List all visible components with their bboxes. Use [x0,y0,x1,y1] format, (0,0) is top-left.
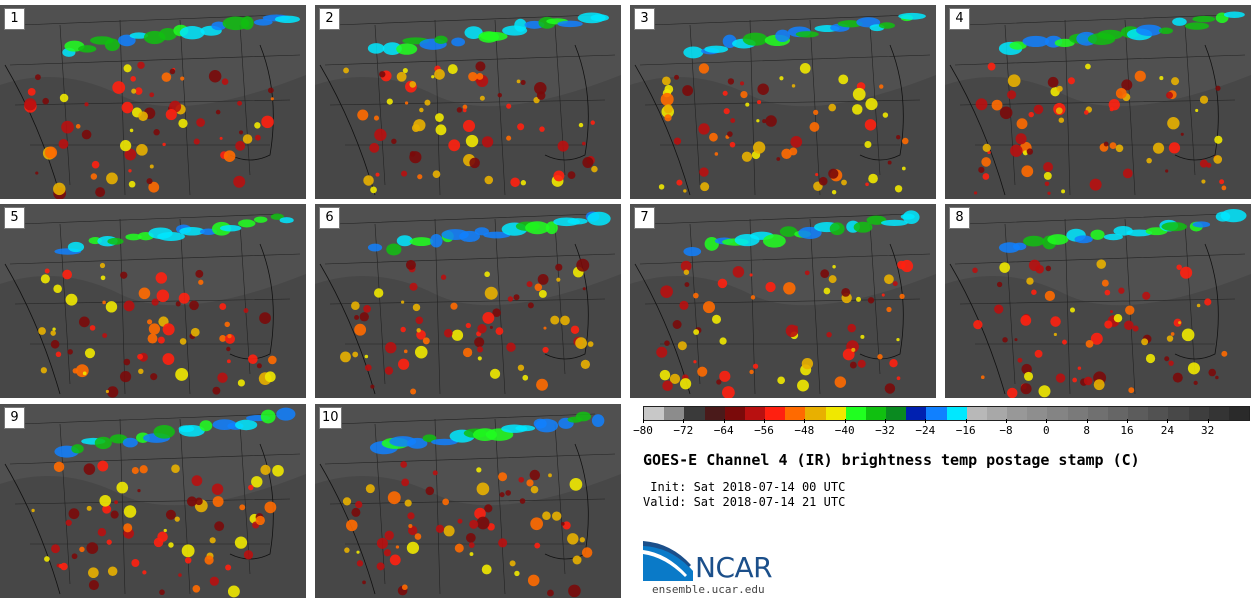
colorbar-tick-label: −16 [955,424,976,437]
colorbar-swatch [785,407,806,420]
colorbar-tick-label: −8 [999,424,1013,437]
colorbar-tick-mark [1006,419,1007,423]
map-panel: 6 [315,204,621,398]
colorbar-swatch [966,407,987,420]
colorbar-ticks: −80 −72 −64 −56 −48 −40 −32 −24 −16 −8 0 8 16 24 32 [633,419,1248,440]
colorbar-swatch [684,407,705,420]
map-panel: 7 [630,204,936,398]
colorbar-tick-mark [643,419,644,423]
colorbar-swatch [644,407,665,420]
colorbar-swatch [805,407,826,420]
colorbar-tick-mark [1086,419,1088,423]
colorbar-swatch [1087,407,1108,420]
colorbar-swatch [1148,407,1169,420]
colorbar-swatch [845,407,866,420]
panel-label: 9 [4,407,25,429]
colorbar-swatch [724,407,745,420]
panel-label: 2 [319,8,340,30]
map-panel: 5 [0,204,306,398]
colorbar-tick-mark [683,419,685,423]
logo-text: NCAR [695,551,773,584]
panel-label: 1 [4,8,25,30]
colorbar-tick-mark [1046,419,1048,423]
colorbar-swatch [946,407,967,420]
colorbar-swatch [906,407,927,420]
colorbar-tick-mark [804,419,806,423]
colorbar-swatch [1208,407,1229,420]
colorbar-swatch [765,407,786,420]
colorbar-swatch [865,407,887,420]
colorbar-tick-mark [1207,419,1209,423]
map-panel: 8 [945,204,1251,398]
colorbar-tick-label: 24 [1160,424,1174,437]
colorbar-swatch [1107,407,1129,420]
ncar-logo-icon [643,541,793,583]
colorbar-swatch [1128,407,1149,420]
map-panel: 3 [630,5,936,199]
logo-url: ensemble.ucar.edu [652,583,765,596]
colorbar [643,406,1250,421]
colorbar-swatch [704,407,725,420]
colorbar-tick-label: −32 [875,424,895,437]
colorbar-tick-label: −56 [754,424,774,437]
panel-label: 6 [319,207,340,229]
colorbar-tick-label: −24 [915,424,936,437]
panel-label: 10 [319,407,342,429]
colorbar-tick-label: −80 [633,424,653,437]
colorbar-tick-mark [925,419,927,423]
colorbar-tick-mark [764,419,765,423]
panel-label: 3 [634,8,655,30]
colorbar-tick-mark [885,419,886,423]
init-time: Init: Sat 2018-07-14 00 UTC [643,480,846,494]
colorbar-swatch [1047,407,1068,420]
colorbar-tick-label: −48 [794,424,815,437]
colorbar-tick-mark [844,419,846,423]
panel-label: 7 [634,207,655,229]
valid-time: Valid: Sat 2018-07-14 21 UTC [643,495,846,509]
colorbar-swatch [1027,407,1048,420]
colorbar-tick-label: −40 [834,424,855,437]
colorbar-swatch [664,407,685,420]
colorbar-tick-label: −72 [673,424,694,437]
colorbar-swatch [926,407,947,420]
colorbar-swatch [1007,407,1028,420]
colorbar-swatch [1228,407,1250,420]
colorbar-swatch [1067,407,1088,420]
colorbar-tick-label: 0 [1043,424,1050,437]
panel-label: 8 [949,207,970,229]
colorbar-tick-label: −64 [713,424,734,437]
panel-label: 5 [4,207,25,229]
colorbar-tick-mark [723,419,725,423]
colorbar-swatch [1188,407,1209,420]
colorbar-tick-label: 8 [1083,424,1090,437]
colorbar-tick-label: 32 [1201,424,1215,437]
map-panel: 10 [315,404,621,598]
chart-title: GOES-E Channel 4 (IR) brightness temp po… [643,451,1140,469]
colorbar-swatch [744,407,766,420]
colorbar-tick-label: 16 [1120,424,1134,437]
panel-label: 4 [949,8,970,30]
map-panel: 4 [945,5,1251,199]
colorbar-tick-mark [1167,419,1169,423]
colorbar-swatch [825,407,846,420]
map-panel: 2 [315,5,621,199]
map-panel: 9 [0,404,306,598]
colorbar-tick-mark [965,419,967,423]
map-panel: 1 [0,5,306,199]
colorbar-swatch [986,407,1008,420]
colorbar-swatch [886,407,907,420]
colorbar-swatch [1168,407,1189,420]
colorbar-tick-mark [1127,419,1128,423]
